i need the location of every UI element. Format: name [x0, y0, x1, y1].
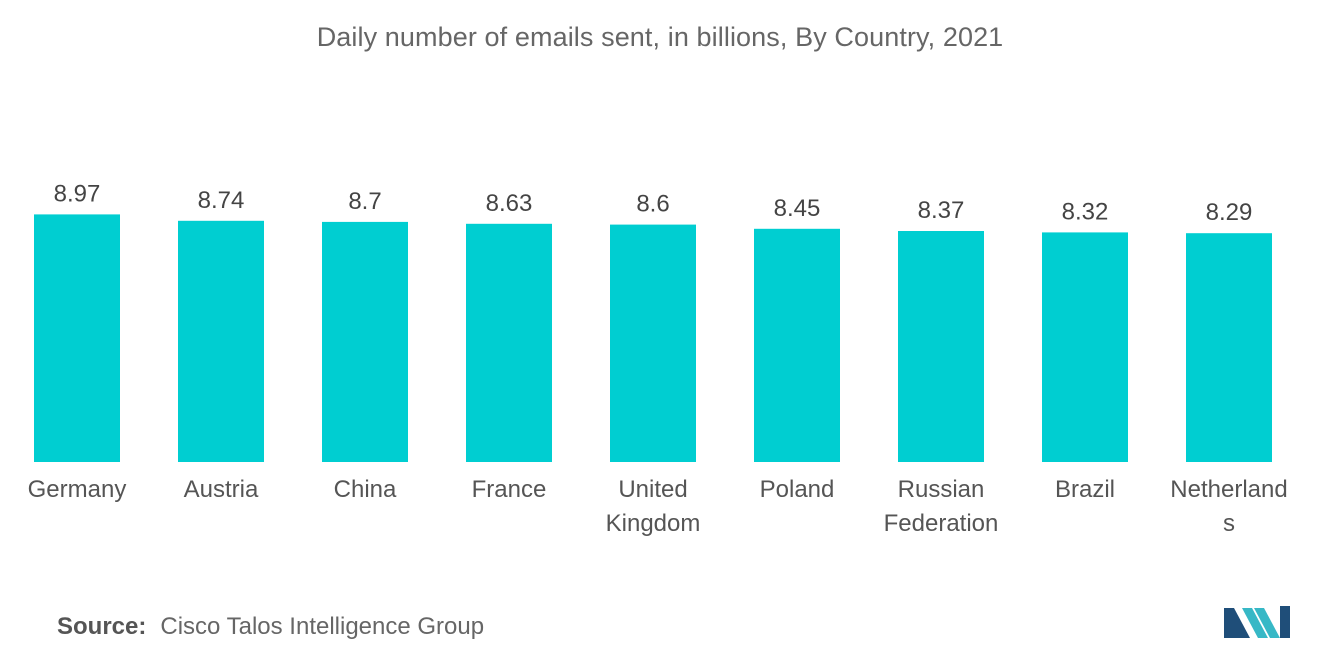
category-label-2: China — [334, 476, 397, 503]
value-label-2: 8.7 — [348, 188, 381, 215]
category-label-5: Poland — [760, 476, 835, 503]
bar-6 — [898, 231, 984, 462]
value-label-6: 8.37 — [918, 197, 965, 224]
value-label-0: 8.97 — [54, 180, 101, 207]
bar-0 — [34, 214, 120, 462]
category-label-0: Germany — [28, 476, 127, 503]
logo-left-stroke — [1224, 608, 1250, 638]
bar-7 — [1042, 232, 1128, 462]
logo-mid-right-stroke — [1254, 608, 1280, 638]
category-label-3: France — [472, 476, 547, 503]
value-label-8: 8.29 — [1206, 199, 1253, 226]
chart-title: Daily number of emails sent, in billions… — [316, 22, 1004, 52]
source-line: Source: Cisco Talos Intelligence Group — [57, 613, 484, 641]
source-text: Cisco Talos Intelligence Group — [160, 613, 485, 640]
category-label-8: Netherland s — [1170, 476, 1287, 537]
category-label-7: Brazil — [1055, 476, 1115, 503]
value-label-7: 8.32 — [1062, 198, 1109, 225]
category-label-6: Russian Federation — [884, 476, 999, 537]
bar-1 — [178, 220, 264, 462]
logo-mid-stroke — [1242, 608, 1268, 638]
bar-5 — [754, 228, 840, 462]
bar-8 — [1186, 233, 1272, 462]
value-label-5: 8.45 — [774, 195, 821, 222]
bar-3 — [466, 223, 552, 462]
value-label-3: 8.63 — [486, 190, 533, 217]
category-label-4: United Kingdom — [606, 476, 701, 537]
category-label-1: Austria — [184, 476, 259, 503]
bar-4 — [610, 224, 696, 462]
value-label-1: 8.74 — [198, 187, 245, 214]
bar-2 — [322, 221, 408, 462]
brand-logo — [1224, 606, 1290, 638]
source-label: Source: — [57, 613, 147, 640]
logo-right-stroke — [1280, 606, 1290, 638]
value-label-4: 8.6 — [636, 191, 669, 218]
